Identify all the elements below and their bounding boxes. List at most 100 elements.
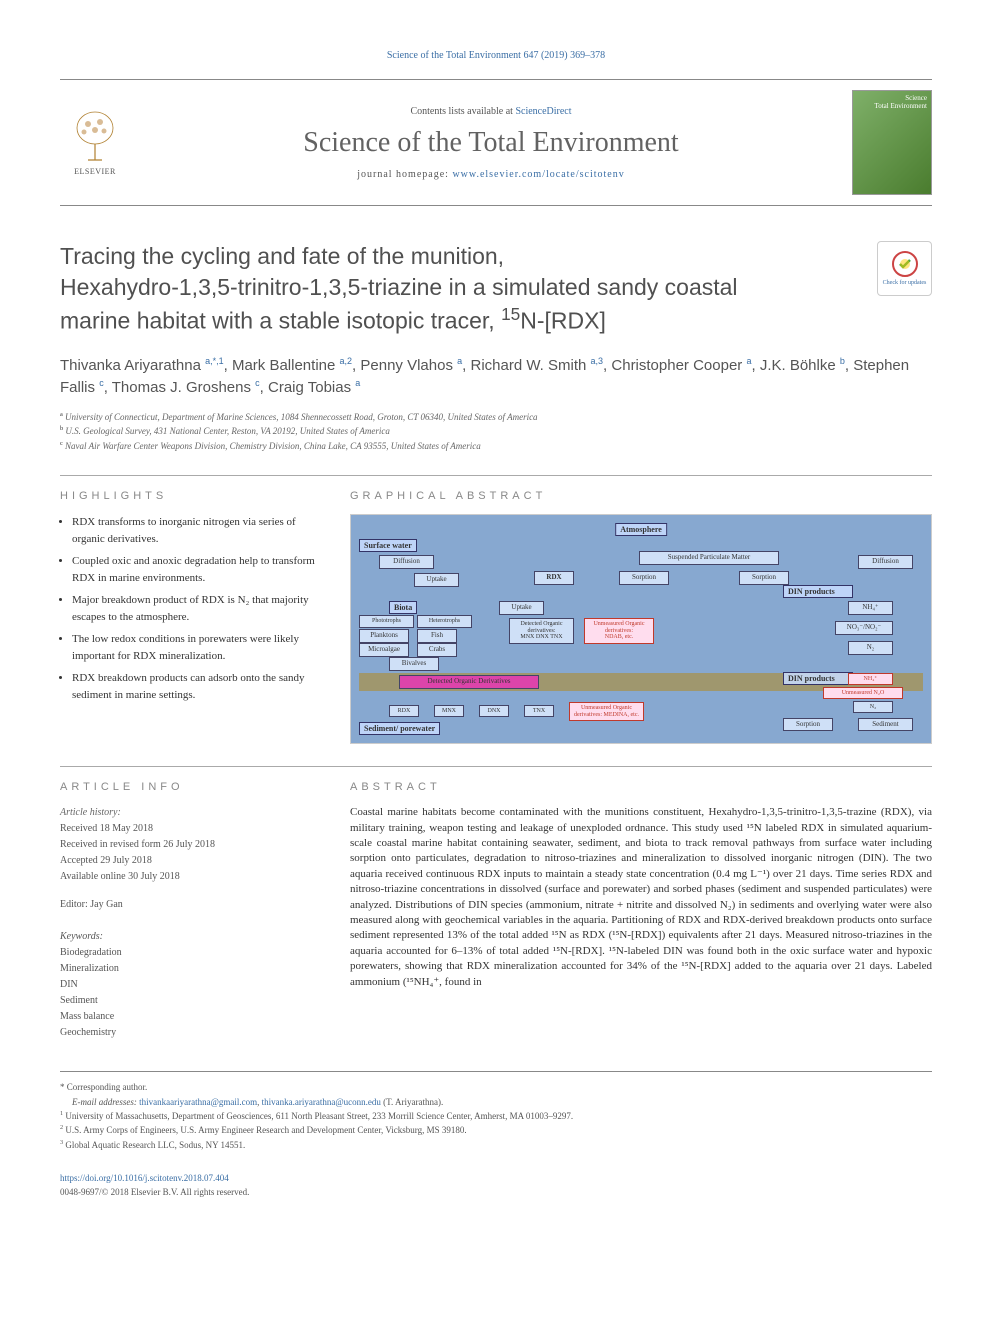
ga-crabs: Crabs	[417, 643, 457, 657]
editor-name: Jay Gan	[90, 899, 123, 910]
ga-planktons: Planktons	[359, 629, 409, 643]
graphical-abstract-figure: Atmosphere Surface water Diffusion Uptak…	[350, 514, 932, 744]
author-sup: a,2	[340, 356, 353, 366]
keyword-item: Mineralization	[60, 961, 320, 977]
email-link-2[interactable]: thivanka.ariyarathna@uconn.edu	[262, 1097, 381, 1107]
author-name: Craig Tobias	[268, 379, 351, 396]
ga-uptake: Uptake	[414, 573, 459, 587]
citation-header[interactable]: Science of the Total Environment 647 (20…	[60, 50, 932, 61]
revised-date: Received in revised form 26 July 2018	[60, 837, 320, 853]
ga-biota: Biota	[389, 601, 417, 614]
ga-bivalves: Bivalves	[389, 657, 439, 671]
keyword-item: Sediment	[60, 993, 320, 1009]
keyword-item: Geochemistry	[60, 1025, 320, 1041]
title-line-3-post: N-[RDX]	[520, 308, 606, 334]
email-link-1[interactable]: thivankaariyarathna@gmail.com	[139, 1097, 257, 1107]
affiliations-list: a University of Connecticut, Department …	[60, 410, 932, 454]
author-sup: b	[840, 356, 845, 366]
keywords-block: Keywords: BiodegradationMineralizationDI…	[60, 929, 320, 1041]
ga-din-products-2: DIN products	[783, 672, 853, 685]
author-name: Penny Vlahos	[360, 357, 453, 374]
ga-n2: N₂	[848, 641, 893, 655]
keyword-item: Mass balance	[60, 1009, 320, 1025]
received-date: Received 18 May 2018	[60, 821, 320, 837]
footnote-row: 2 U.S. Army Corps of Engineers, U.S. Arm…	[60, 1123, 932, 1137]
editor-label: Editor:	[60, 899, 90, 910]
elsevier-label: ELSEVIER	[74, 167, 116, 176]
corresponding-label: Corresponding author.	[67, 1082, 148, 1092]
ga-mnx: MNX	[434, 705, 464, 718]
ga-no3: NO₃⁻/NO₂⁻	[835, 621, 893, 635]
author-name: Christopher Cooper	[611, 357, 742, 374]
author-sup: a,3	[591, 356, 604, 366]
affiliation-row: c Naval Air Warfare Center Weapons Divis…	[60, 439, 932, 454]
page-footer: https://doi.org/10.1016/j.scitotenv.2018…	[60, 1172, 932, 1199]
ga-sediment-pore: Sediment/ porewater	[359, 722, 440, 735]
keywords-label: Keywords:	[60, 929, 320, 945]
author-sup: a	[746, 356, 751, 366]
ga-unmeasured-org: Unmeasured Organic derivatives:NDAB, etc…	[584, 618, 654, 644]
ga-sorption-2: Sorption	[739, 571, 789, 585]
check-updates-label: Check for updates	[883, 280, 927, 287]
footnotes-block: * Corresponding author. E-mail addresses…	[60, 1071, 932, 1152]
article-title: Tracing the cycling and fate of the muni…	[60, 241, 857, 337]
author-name: J.K. Böhlke	[760, 357, 836, 374]
ga-microalgae: Microalgae	[359, 643, 409, 657]
keyword-item: DIN	[60, 977, 320, 993]
email-label: E-mail addresses:	[72, 1097, 137, 1107]
cover-label-2: Total Environment	[874, 103, 927, 111]
crossmark-icon	[891, 250, 919, 278]
title-sup: 15	[501, 304, 520, 324]
highlight-item: RDX transforms to inorganic nitrogen via…	[72, 514, 320, 547]
ga-detected-org-der: Detected Organic Derivatives	[399, 675, 539, 689]
ga-unmeasured-n2o: Unmeasured N₂O	[823, 687, 903, 700]
journal-header: ELSEVIER Contents lists available at Sci…	[60, 79, 932, 206]
ga-sorption-1: Sorption	[619, 571, 669, 585]
elsevier-tree-icon	[70, 110, 120, 165]
title-line-2: Hexahydro-1,3,5-trinitro-1,3,5-triazine …	[60, 274, 738, 300]
author-sup: a,*,1	[205, 356, 224, 366]
footnote-row: 3 Global Aquatic Research LLC, Sodus, NY…	[60, 1138, 932, 1152]
author-name: Mark Ballentine	[232, 357, 335, 374]
contents-line: Contents lists available at ScienceDirec…	[130, 106, 852, 117]
article-info-block: Article history: Received 18 May 2018 Re…	[60, 805, 320, 913]
sciencedirect-link[interactable]: ScienceDirect	[515, 106, 571, 117]
article-info-heading: ARTICLE INFO	[60, 781, 320, 793]
divider-2	[60, 766, 932, 767]
affiliation-row: a University of Connecticut, Department …	[60, 410, 932, 425]
ga-spm: Suspended Particulate Matter	[639, 551, 779, 565]
author-sup: a	[355, 378, 360, 388]
ga-rdx-2: RDX	[389, 705, 419, 718]
title-line-3-pre: marine habitat with a stable isotopic tr…	[60, 308, 501, 334]
ga-nh4: NH₄⁺	[848, 601, 893, 615]
footnote-row: 1 University of Massachusetts, Departmen…	[60, 1109, 932, 1123]
ga-rdx: RDX	[534, 571, 574, 585]
ga-unmeasured-2: Unmeasured Organic derivatives: MEDINA, …	[569, 702, 644, 721]
ga-fish: Fish	[417, 629, 457, 643]
ga-dnx: DNX	[479, 705, 509, 718]
accepted-date: Accepted 29 July 2018	[60, 853, 320, 869]
author-sup: c	[99, 378, 104, 388]
authors-list: Thivanka Ariyarathna a,*,1, Mark Ballent…	[60, 355, 932, 400]
ga-nh4-2: NH₄⁺	[848, 673, 893, 686]
abstract-heading: ABSTRACT	[350, 781, 932, 793]
ga-sorption-3: Sorption	[783, 718, 833, 732]
title-line-1: Tracing the cycling and fate of the muni…	[60, 243, 504, 269]
author-name: Thomas J. Groshens	[112, 379, 251, 396]
highlight-item: RDX breakdown products can adsorb onto t…	[72, 670, 320, 703]
divider-1	[60, 475, 932, 476]
ga-atmosphere: Atmosphere	[615, 523, 667, 536]
author-sup: a	[457, 356, 462, 366]
ga-diffusion-2: Diffusion	[858, 555, 913, 569]
elsevier-logo: ELSEVIER	[60, 103, 130, 183]
issn-copyright: 0048-9697/© 2018 Elsevier B.V. All right…	[60, 1187, 249, 1197]
author-name: Thivanka Ariyarathna	[60, 357, 201, 374]
journal-cover-thumbnail: Science Total Environment	[852, 90, 932, 195]
author-sup: c	[255, 378, 260, 388]
doi-link[interactable]: https://doi.org/10.1016/j.scitotenv.2018…	[60, 1173, 229, 1183]
check-updates-button[interactable]: Check for updates	[877, 241, 932, 296]
ga-uptake-2: Uptake	[499, 601, 544, 615]
homepage-prefix: journal homepage:	[357, 169, 452, 180]
homepage-line: journal homepage: www.elsevier.com/locat…	[130, 169, 852, 180]
homepage-link[interactable]: www.elsevier.com/locate/scitotenv	[452, 169, 624, 180]
